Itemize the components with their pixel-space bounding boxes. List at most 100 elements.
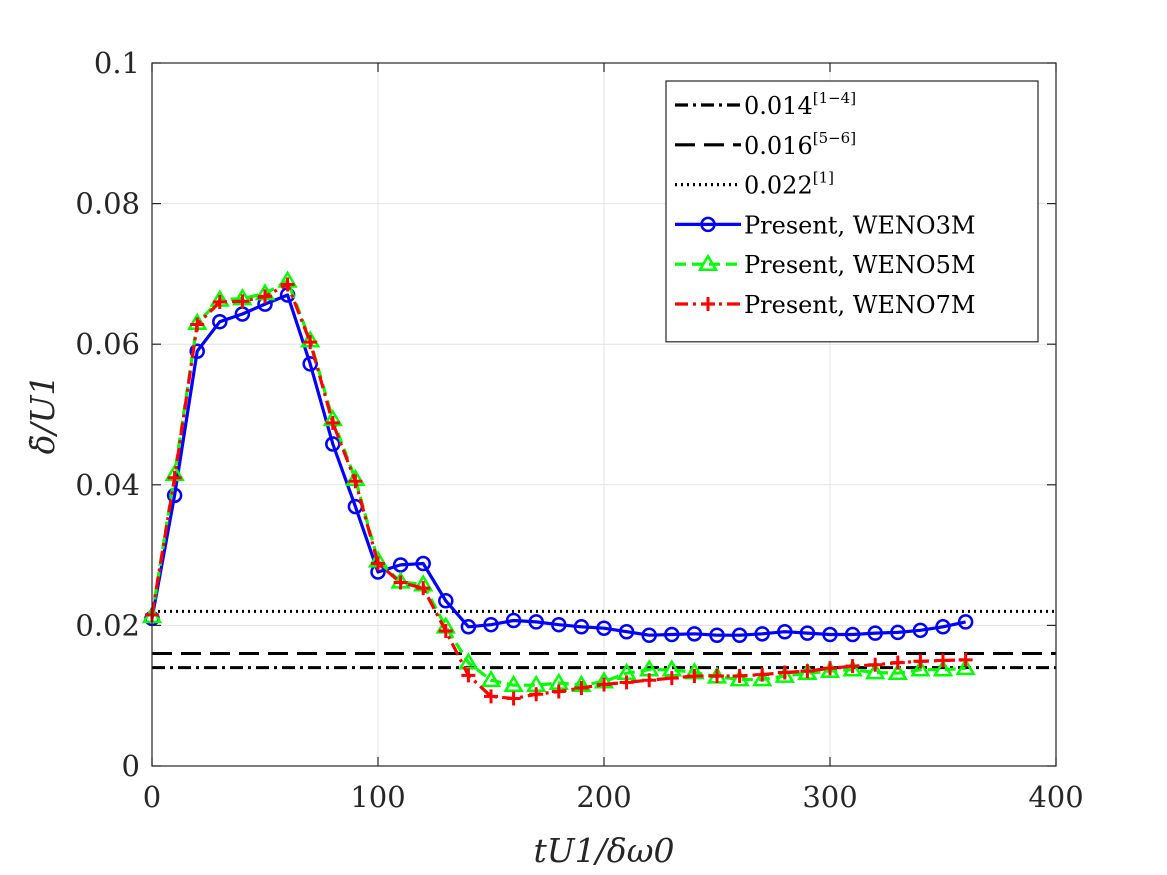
data-point-triangle bbox=[503, 674, 524, 693]
y-tick-label: 0.02 bbox=[75, 608, 140, 642]
legend-entry: Present, WENO7M bbox=[675, 291, 975, 319]
data-point-plus bbox=[687, 669, 702, 684]
data-point-plus bbox=[461, 668, 476, 683]
data-point-plus bbox=[190, 317, 205, 332]
data-point-circle bbox=[754, 626, 770, 642]
data-point-triangle bbox=[819, 660, 841, 678]
x-tick-label: 0 bbox=[143, 780, 161, 814]
data-point-circle bbox=[844, 626, 861, 643]
data-point-plus bbox=[484, 689, 498, 704]
legend-label-superscript: [1] bbox=[813, 169, 834, 187]
data-point-plus bbox=[800, 664, 815, 679]
data-point-plus bbox=[325, 415, 340, 430]
data-point-plus bbox=[732, 669, 747, 684]
y-tick-label: 0.08 bbox=[75, 187, 140, 221]
y-tick-label: 0.04 bbox=[75, 468, 140, 502]
data-point-circle bbox=[777, 623, 793, 640]
data-point-circle bbox=[890, 624, 906, 641]
data-point-circle bbox=[573, 619, 590, 635]
legend-label: Present, WENO3M bbox=[744, 211, 975, 239]
data-point-circle bbox=[822, 626, 838, 643]
series-line-1 bbox=[150, 293, 966, 637]
data-point-plus bbox=[303, 335, 318, 350]
x-tick-label: 300 bbox=[802, 780, 857, 814]
legend-entry: Present, WENO3M bbox=[675, 211, 975, 239]
data-point-triangle bbox=[910, 659, 931, 677]
legend-marker bbox=[701, 297, 715, 311]
data-point-plus bbox=[258, 289, 272, 304]
data-point-plus bbox=[280, 277, 295, 292]
data-point-circle bbox=[415, 555, 431, 572]
legend-label-superscript: [5−6] bbox=[813, 129, 856, 147]
series-layer bbox=[141, 270, 976, 706]
data-point-circle bbox=[618, 623, 635, 640]
legend-label: Present, WENO5M bbox=[744, 251, 975, 279]
series-line-3 bbox=[150, 282, 966, 701]
data-point-circle bbox=[596, 620, 612, 636]
data-point-plus bbox=[913, 654, 928, 669]
x-tick-labels: 0 100 200 300 400 bbox=[143, 780, 1084, 814]
legend-label-superscript: [1−4] bbox=[813, 89, 856, 107]
data-point-circle bbox=[664, 626, 680, 643]
data-point-plus bbox=[958, 652, 973, 667]
data-point-circle bbox=[460, 619, 477, 635]
data-point-circle bbox=[641, 627, 657, 643]
data-point-triangle bbox=[955, 657, 976, 676]
y-tick-labels: 0 0.02 0.04 0.06 0.08 0.1 bbox=[75, 46, 140, 783]
data-point-triangle bbox=[887, 662, 908, 681]
y-axis-label: δ̇/U1 bbox=[23, 375, 62, 455]
legend-marker bbox=[697, 253, 719, 272]
data-point-plus bbox=[529, 687, 544, 702]
data-point-triangle bbox=[865, 662, 886, 680]
data-point-plus bbox=[597, 677, 611, 692]
data-point-circle bbox=[438, 593, 454, 609]
data-point-circle bbox=[302, 356, 318, 372]
data-point-plus bbox=[868, 657, 883, 672]
data-point-circle bbox=[505, 612, 522, 629]
data-point-triangle bbox=[932, 659, 954, 677]
y-tick-label: 0 bbox=[122, 749, 140, 783]
legend-entry: Present, WENO5M bbox=[675, 251, 975, 279]
data-point-plus bbox=[574, 680, 589, 695]
data-point-circle bbox=[528, 614, 544, 630]
x-axis-label: tU1/δω0 bbox=[534, 831, 675, 870]
legend-label: 0.014[1−4] bbox=[744, 89, 856, 120]
data-point-triangle bbox=[774, 665, 795, 683]
data-point-circle bbox=[686, 626, 703, 642]
data-point-circle bbox=[957, 614, 974, 630]
legend: 0.014[1−4]0.016[5−6]0.022[1]Present, WEN… bbox=[665, 80, 1039, 343]
data-point-plus bbox=[506, 691, 521, 706]
data-point-plus bbox=[212, 295, 227, 310]
data-point-plus bbox=[438, 624, 453, 639]
data-point-circle bbox=[799, 625, 816, 641]
data-point-circle bbox=[483, 616, 499, 633]
data-point-plus bbox=[167, 470, 182, 485]
data-point-plus bbox=[416, 581, 431, 596]
data-point-circle bbox=[166, 487, 183, 504]
data-point-plus bbox=[371, 556, 385, 571]
data-point-plus bbox=[348, 474, 363, 489]
data-point-triangle bbox=[729, 669, 750, 687]
data-point-triangle bbox=[458, 652, 479, 670]
legend-marker bbox=[700, 216, 716, 233]
data-point-plus bbox=[755, 667, 770, 682]
reference-lines bbox=[152, 609, 1056, 670]
y-tick-label: 0.06 bbox=[75, 327, 140, 361]
x-tick-label: 400 bbox=[1028, 780, 1083, 814]
x-tick-label: 200 bbox=[576, 780, 631, 814]
data-point-plus bbox=[393, 575, 408, 590]
data-point-plus bbox=[845, 659, 860, 674]
data-point-circle bbox=[189, 343, 205, 359]
data-point-plus bbox=[936, 653, 950, 668]
data-point-circle bbox=[867, 625, 883, 641]
legend-label: Present, WENO7M bbox=[744, 291, 975, 319]
data-point-triangle bbox=[752, 669, 773, 687]
y-tick-label: 0.1 bbox=[94, 46, 140, 80]
data-point-triangle bbox=[480, 669, 502, 688]
data-point-plus bbox=[642, 673, 657, 688]
x-tick-label: 100 bbox=[350, 780, 405, 814]
data-point-plus bbox=[777, 665, 792, 680]
data-point-plus bbox=[551, 684, 566, 699]
data-point-circle bbox=[709, 627, 725, 643]
